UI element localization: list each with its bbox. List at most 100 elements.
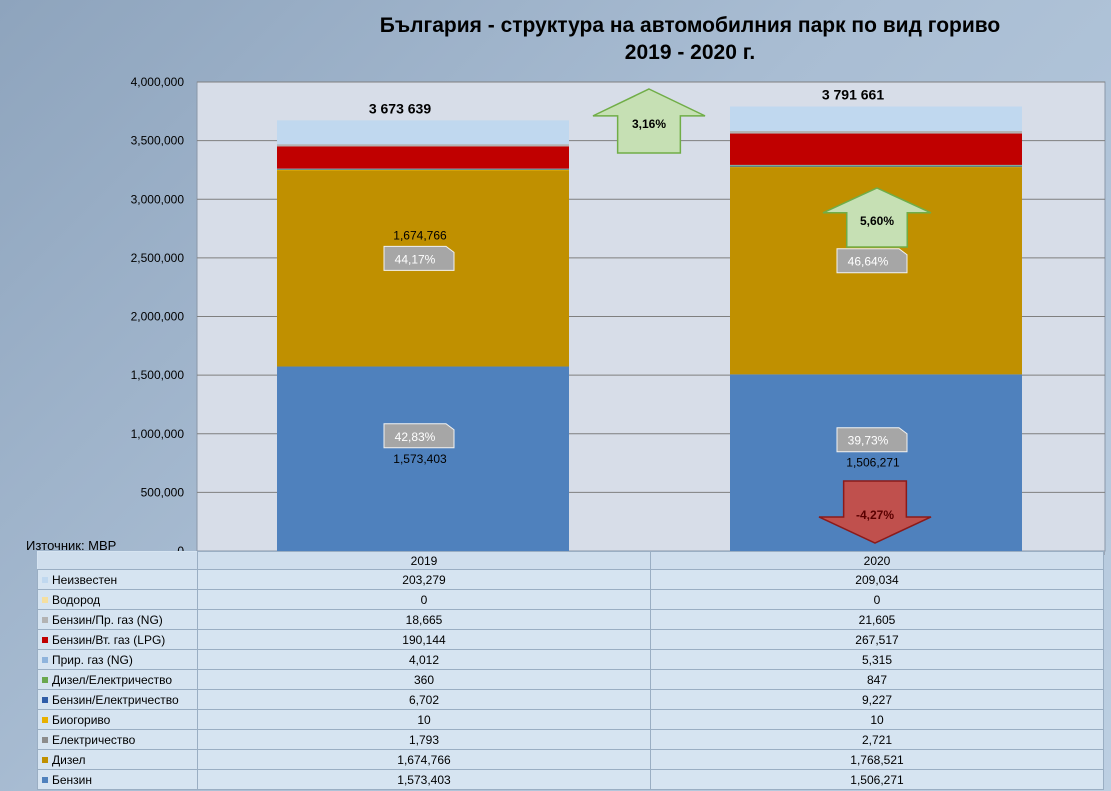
table-row: Бензин 1,573,403 1,506,271 — [37, 769, 1104, 790]
table-corner — [37, 551, 198, 570]
bar-segment — [277, 366, 569, 551]
table-cell: 1,793 — [197, 729, 651, 750]
change-arrow-label: 5,60% — [860, 214, 894, 228]
bar-segment — [730, 165, 1022, 167]
table-row: Дизел/Електричество 360 847 — [37, 669, 1104, 690]
table-cell: 2,721 — [650, 729, 1104, 750]
change-arrow-label-shape — [822, 187, 932, 248]
legend-swatch — [42, 697, 48, 704]
bar-segment — [277, 120, 569, 145]
table-cell: 360 — [197, 669, 651, 690]
table-cell: 10 — [650, 709, 1104, 730]
change-arrow-label-shape — [592, 88, 706, 154]
table-cell: 1,573,403 — [197, 769, 651, 790]
table-header-row: 2019 2020 — [37, 551, 1104, 570]
share-label-box — [383, 423, 455, 449]
table-cell: 267,517 — [650, 629, 1104, 650]
table-cell: 209,034 — [650, 569, 1104, 590]
bar-segment — [277, 168, 569, 170]
data-table: 2019 2020 Неизвестен 203,279 209,034 Водород 0… — [37, 551, 1104, 790]
table-row: Неизвестен 203,279 209,034 — [37, 569, 1104, 590]
y-tick-label: 500,000 — [141, 485, 185, 499]
legend-swatch — [42, 617, 48, 624]
bar-segment — [277, 146, 569, 169]
change-arrow-label-shape — [818, 480, 932, 544]
legend-swatch — [42, 757, 48, 764]
legend-entry: Неизвестен — [37, 569, 198, 590]
share-label-box — [836, 427, 908, 453]
table-row: Бензин/Вт. газ (LPG) 190,144 267,517 — [37, 629, 1104, 650]
legend-swatch — [42, 657, 48, 664]
table-cell: 5,315 — [650, 649, 1104, 670]
table-cell: 1,506,271 — [650, 769, 1104, 790]
legend-label: Бензин — [52, 772, 93, 787]
share-label: 46,64% — [848, 255, 889, 269]
table-cell: 0 — [650, 589, 1104, 610]
bar-segment — [730, 133, 1022, 165]
change-arrow-label: 3,16% — [632, 117, 666, 131]
legend-label: Дизел — [52, 752, 86, 767]
chart-title-line2: 2019 - 2020 г. — [624, 41, 756, 64]
legend-label: Бензин/Електричество — [52, 692, 179, 707]
chart-title-line1: България - структура на автомобилния пар… — [379, 14, 1001, 37]
legend-label: Бензин/Пр. газ (NG) — [52, 612, 163, 627]
table-row: Бензин/Пр. газ (NG) 18,665 21,605 — [37, 609, 1104, 630]
table-cell: 9,227 — [650, 689, 1104, 710]
chart-title: България - структура на автомобилния пар… — [250, 12, 1111, 66]
bar-segment — [277, 169, 569, 170]
bar-segment — [277, 169, 569, 171]
legend-entry: Бензин/Електричество — [37, 689, 198, 710]
source-note: Източник: МВР — [26, 538, 117, 553]
table-row: Електричество 1,793 2,721 — [37, 729, 1104, 750]
bar-segment — [277, 144, 569, 147]
table-row: Прир. газ (NG) 4,012 5,315 — [37, 649, 1104, 670]
data-label: 1,674,766 — [393, 228, 447, 242]
y-tick-label: 3,500,000 — [131, 134, 185, 148]
share-label-box — [836, 248, 908, 274]
legend-entry: Дизел/Електричество — [37, 669, 198, 690]
legend-entry: Биогориво — [37, 709, 198, 730]
legend-swatch — [42, 737, 48, 744]
legend-entry: Водород — [37, 589, 198, 610]
bar-segment — [730, 165, 1022, 167]
legend-label: Електричество — [52, 732, 136, 747]
table-cell: 10 — [197, 709, 651, 730]
legend-label: Прир. газ (NG) — [52, 652, 133, 667]
table-cell: 21,605 — [650, 609, 1104, 630]
legend-entry: Бензин — [37, 769, 198, 790]
table-cell: 6,702 — [197, 689, 651, 710]
legend-label: Биогориво — [52, 712, 111, 727]
share-label-box — [383, 245, 455, 271]
share-label: 42,83% — [395, 430, 436, 444]
table-row: Биогориво 10 10 — [37, 709, 1104, 730]
table-cell: 18,665 — [197, 609, 651, 630]
legend-label: Водород — [52, 592, 101, 607]
legend-swatch — [42, 717, 48, 724]
table-cell: 847 — [650, 669, 1104, 690]
legend-label: Бензин/Вт. газ (LPG) — [52, 632, 166, 647]
y-tick-label: 2,500,000 — [131, 251, 185, 265]
table-cell: 1,674,766 — [197, 749, 651, 770]
table-cell: 203,279 — [197, 569, 651, 590]
y-tick-label: 1,500,000 — [131, 368, 185, 382]
y-tick-label: 2,000,000 — [131, 310, 185, 324]
table-year-header: 2019 — [197, 551, 651, 570]
legend-swatch — [42, 597, 48, 604]
legend-label: Дизел/Електричество — [52, 672, 173, 687]
change-arrow-label: -4,27% — [856, 508, 894, 522]
bar-segment — [730, 164, 1022, 166]
table-cell: 1,768,521 — [650, 749, 1104, 770]
table-row: Водород 0 0 — [37, 589, 1104, 610]
table-cell: 0 — [197, 589, 651, 610]
data-label: 1,573,403 — [393, 452, 447, 466]
legend-swatch — [42, 777, 48, 784]
table-row: Бензин/Електричество 6,702 9,227 — [37, 689, 1104, 710]
share-label: 44,17% — [395, 252, 436, 266]
table-cell: 190,144 — [197, 629, 651, 650]
legend-swatch — [42, 677, 48, 684]
table-cell: 4,012 — [197, 649, 651, 670]
legend-entry: Бензин/Пр. газ (NG) — [37, 609, 198, 630]
bar-segment — [730, 131, 1022, 134]
y-tick-label: 1,000,000 — [131, 427, 185, 441]
